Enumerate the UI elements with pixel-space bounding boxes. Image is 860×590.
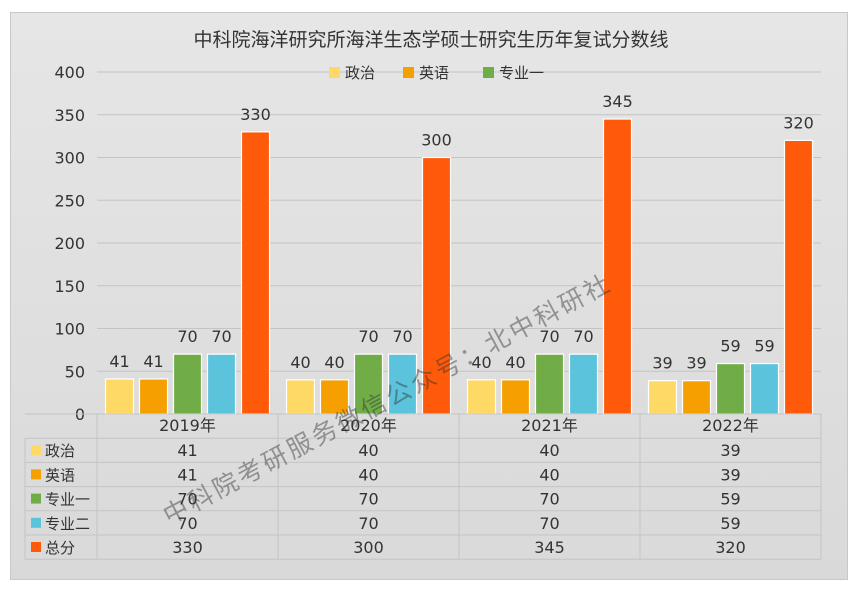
table-cell: 39	[720, 441, 740, 460]
bar	[568, 353, 599, 415]
table-cell: 345	[534, 538, 565, 557]
table-series-swatch	[31, 493, 41, 504]
x-category-label: 2022年	[702, 416, 759, 435]
bar-value-label: 70	[358, 327, 378, 346]
table-cell: 40	[358, 441, 378, 460]
bar-value-label: 40	[471, 353, 491, 372]
legend-label: 英语	[419, 64, 449, 82]
table-cell: 320	[715, 538, 746, 557]
bar	[681, 380, 712, 415]
bar-value-label: 40	[290, 353, 310, 372]
chart-svg: 中科院海洋研究所海洋生态学硕士研究生历年复试分数线 05010015020025…	[24, 29, 822, 560]
bar-value-label: 70	[539, 327, 559, 346]
chart-title: 中科院海洋研究所海洋生态学硕士研究生历年复试分数线	[193, 29, 668, 51]
bar-value-label: 59	[754, 337, 774, 356]
table-cell: 40	[358, 465, 378, 484]
table-cell: 39	[720, 465, 740, 484]
bar	[353, 353, 384, 415]
bar	[421, 156, 452, 415]
table-cell: 330	[172, 538, 203, 557]
bar	[500, 379, 531, 415]
bar-value-label: 41	[109, 352, 129, 371]
y-tick-label: 250	[54, 191, 85, 210]
table-cell: 41	[177, 465, 197, 484]
bar	[172, 353, 203, 415]
bar-value-label: 330	[240, 105, 271, 124]
x-category-label: 2021年	[521, 416, 578, 435]
bar-value-label: 70	[211, 327, 231, 346]
table-series-name: 专业二	[45, 515, 90, 533]
y-tick-label: 350	[54, 106, 85, 125]
table-series-swatch	[31, 469, 41, 480]
table-cell: 70	[358, 514, 378, 533]
y-tick-label: 300	[54, 149, 85, 168]
table-series-swatch	[31, 445, 41, 456]
table-series-swatch	[31, 517, 41, 528]
table-cell: 70	[177, 514, 197, 533]
bar-value-label: 40	[505, 353, 525, 372]
bar-value-label: 40	[324, 353, 344, 372]
bar-value-label: 41	[143, 352, 163, 371]
y-tick-label: 150	[54, 277, 85, 296]
bar-value-label: 39	[686, 354, 706, 373]
chart-panel: 中科院海洋研究所海洋生态学硕士研究生历年复试分数线 0 50 100 150 200 25…	[10, 12, 848, 580]
bar	[104, 378, 135, 415]
bar	[602, 118, 633, 415]
legend-label: 专业一	[499, 64, 544, 82]
bar-value-label: 320	[783, 113, 814, 132]
table-cell: 70	[539, 490, 559, 509]
data-labels: 41 40 40 39 41 40 40 39 70 70 70 59 70 70 70 59 330 300 34…	[109, 92, 813, 373]
x-category-label: 2020年	[340, 416, 397, 435]
x-category-label: 2019年	[159, 416, 216, 435]
bar-value-label: 59	[720, 337, 740, 356]
y-tick-label: 100	[54, 320, 85, 339]
bar	[319, 379, 350, 415]
bar	[206, 353, 237, 415]
table-cell: 70	[177, 490, 197, 509]
bar	[647, 380, 678, 415]
table-cell: 59	[720, 490, 740, 509]
bar-value-label: 70	[573, 327, 593, 346]
legend: 政治 英语 专业一	[329, 64, 544, 82]
table-cell: 300	[353, 538, 384, 557]
bars	[104, 118, 814, 415]
legend-swatch	[483, 67, 494, 78]
y-tick-label: 400	[54, 63, 85, 82]
bar	[387, 353, 418, 415]
y-tick-label: 50	[65, 362, 85, 381]
table-series-name: 总分	[45, 539, 75, 557]
bar	[466, 379, 497, 415]
bar	[240, 131, 271, 415]
table-series-name: 专业一	[45, 491, 90, 509]
table-cell: 70	[358, 490, 378, 509]
table-series-swatch	[31, 542, 41, 552]
bar	[138, 378, 169, 415]
table-cell: 40	[539, 441, 559, 460]
bar-value-label: 39	[652, 354, 672, 373]
bar	[715, 362, 746, 415]
y-tick-label: 200	[54, 234, 85, 253]
table-series-name: 政治	[45, 442, 75, 460]
bar-value-label: 70	[177, 327, 197, 346]
table-cell: 41	[177, 441, 197, 460]
legend-swatch	[329, 67, 340, 78]
bar	[534, 353, 565, 415]
bar-value-label: 300	[421, 131, 452, 150]
bar	[783, 139, 814, 415]
bar-value-label: 70	[392, 327, 412, 346]
bar-value-label: 345	[602, 92, 633, 111]
table-cell: 59	[720, 514, 740, 533]
table-cell: 40	[539, 465, 559, 484]
bar	[285, 379, 316, 415]
legend-swatch	[403, 67, 414, 78]
table-cell: 70	[539, 514, 559, 533]
table-series-name: 英语	[45, 466, 75, 484]
bar	[749, 362, 780, 415]
legend-label: 政治	[345, 64, 375, 82]
